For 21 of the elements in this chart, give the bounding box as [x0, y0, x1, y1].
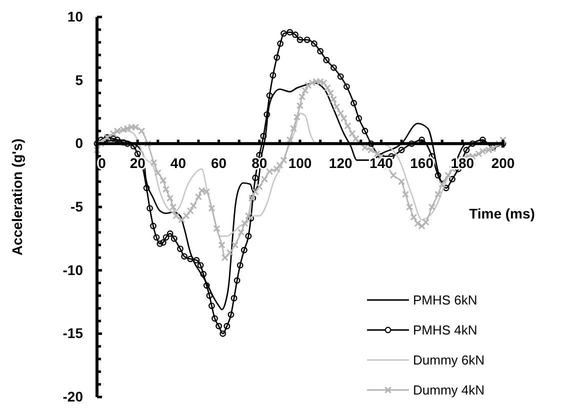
x-tick-label: 100 [288, 155, 312, 172]
y-axis-title: Acceleration (g's) [9, 138, 25, 256]
x-axis-title: Time (ms) [469, 205, 535, 222]
y-tick-label: -20 [62, 388, 84, 404]
x-tick-label: 200 [491, 155, 515, 172]
x-tick-label: 0 [98, 155, 106, 172]
y-tick-label: 0 [75, 135, 84, 152]
x-tick-label: 40 [170, 155, 186, 172]
x-tick-label: 120 [328, 155, 352, 172]
y-tick-label: -10 [62, 262, 84, 278]
x-tick-label: 140 [370, 155, 394, 172]
legend-label: Dummy 4kN [413, 382, 485, 398]
y-tick-label: -5 [70, 198, 84, 214]
legend-label: PMHS 4kN [413, 322, 478, 338]
y-tick-label: 10 [67, 8, 84, 24]
y-tick-label: -15 [62, 325, 84, 342]
y-tick-label: 5 [75, 72, 84, 88]
x-tick-label: 160 [410, 155, 434, 172]
x-tick-label: 60 [211, 155, 227, 172]
legend-label: PMHS 6kN [413, 292, 478, 308]
legend-label: Dummy 6kN [413, 352, 485, 368]
